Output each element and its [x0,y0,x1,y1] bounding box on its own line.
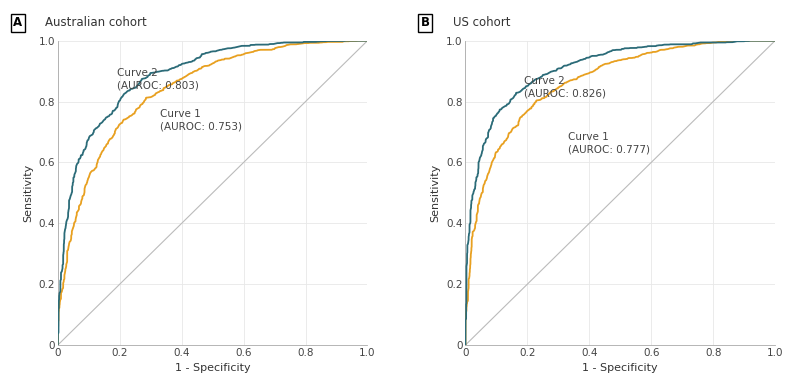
X-axis label: 1 - Specificity: 1 - Specificity [582,363,658,373]
Text: Curve 2
(AUROC: 0.803): Curve 2 (AUROC: 0.803) [117,68,198,90]
Text: A: A [13,16,22,29]
Text: Curve 2
(AUROC: 0.826): Curve 2 (AUROC: 0.826) [524,76,606,98]
Text: Curve 1
(AUROC: 0.777): Curve 1 (AUROC: 0.777) [568,132,650,154]
Text: B: B [421,16,430,29]
Text: US cohort: US cohort [453,16,510,29]
X-axis label: 1 - Specificity: 1 - Specificity [175,363,250,373]
Y-axis label: Sensitivity: Sensitivity [23,164,33,222]
Text: Australian cohort: Australian cohort [46,16,147,29]
Y-axis label: Sensitivity: Sensitivity [430,164,441,222]
Text: Curve 1
(AUROC: 0.753): Curve 1 (AUROC: 0.753) [160,109,242,131]
